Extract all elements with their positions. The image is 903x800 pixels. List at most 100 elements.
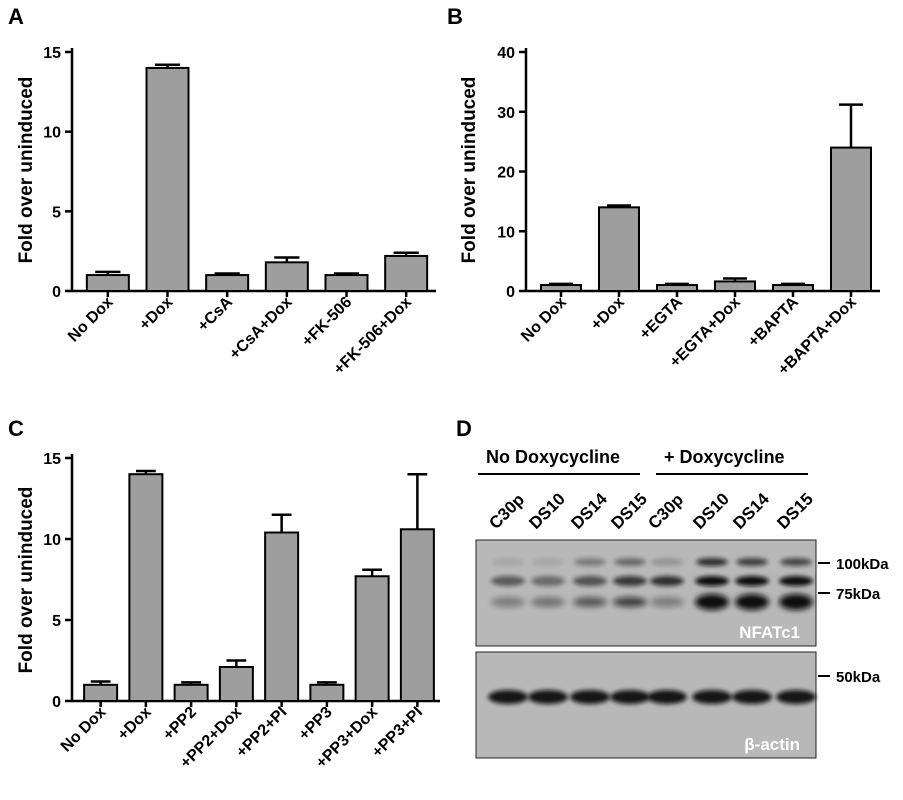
- band-lower: [650, 597, 684, 607]
- band-upper: [491, 576, 525, 586]
- band-upper: [531, 576, 565, 586]
- y-tick-label: 5: [52, 204, 61, 221]
- band-100kda: [736, 558, 768, 566]
- band-lower: [573, 597, 607, 607]
- group-label-dox: + Doxycycline: [664, 447, 785, 467]
- band-beta-actin: [488, 690, 528, 704]
- bar: [714, 280, 756, 293]
- bar: [218, 665, 254, 702]
- beta-actin-label: β-actin: [744, 735, 800, 754]
- x-tick-label: +PP2: [160, 704, 200, 744]
- nfatc1-blot-membrane: [475, 539, 817, 647]
- band-beta-actin: [610, 690, 650, 704]
- bar: [264, 531, 300, 703]
- x-tick-label: No Dox: [58, 704, 110, 756]
- band-beta-actin: [692, 690, 732, 704]
- bar: [354, 575, 390, 703]
- x-tick-label: +Dox: [136, 294, 176, 334]
- bar: [128, 473, 164, 703]
- bar: [85, 274, 130, 293]
- bar: [83, 683, 119, 702]
- lane-label: C30p: [644, 490, 687, 533]
- group-label-no-dox: No Doxycycline: [486, 447, 620, 467]
- y-tick-label: 15: [43, 45, 61, 62]
- y-axis-label-a: Fold over uninduced: [16, 77, 37, 264]
- band-beta-actin: [570, 690, 610, 704]
- band-lower: [613, 597, 647, 607]
- band-lower: [491, 597, 525, 607]
- x-tick-label: +Dox: [115, 704, 155, 744]
- band-upper: [779, 576, 813, 586]
- x-tick-label: No Dox: [65, 294, 117, 346]
- x-tick-label: +CsA: [195, 293, 237, 335]
- band-100kda: [532, 558, 564, 566]
- marker-100kda: 100kDa: [836, 556, 889, 573]
- panel-b-bar-chart: B Fold over uninduced 0 10 20 30 40 No Dox +Do…: [447, 4, 880, 379]
- band-100kda: [574, 558, 606, 566]
- x-tick-label: +CsA+Dox: [226, 294, 295, 363]
- panel-a-bar-chart: A Fold over uninduced 0 5 10 15 No Dox +Dox +C…: [8, 4, 436, 378]
- band-upper: [695, 576, 729, 586]
- lane-label: DS15: [773, 489, 817, 533]
- y-axis-label-c: Fold over uninduced: [16, 487, 37, 674]
- bar: [384, 254, 429, 293]
- lane-label: DS10: [689, 489, 733, 533]
- beta-actin-bands: [488, 690, 816, 704]
- bar: [173, 683, 209, 702]
- lane-label: DS10: [525, 489, 569, 533]
- y-tick-label: 10: [497, 224, 515, 241]
- bar: [540, 284, 582, 292]
- band-100kda: [696, 558, 728, 566]
- marker-75kda: 75kDa: [836, 586, 881, 603]
- y-tick-label: 40: [497, 45, 515, 62]
- panel-label-a: A: [8, 4, 24, 29]
- bar: [598, 206, 640, 293]
- y-tick-label: 0: [506, 284, 515, 301]
- band-100kda: [492, 558, 524, 566]
- band-beta-actin: [528, 690, 568, 704]
- band-upper: [735, 576, 769, 586]
- y-tick-label: 5: [52, 613, 61, 630]
- bar: [772, 284, 814, 292]
- y-tick-label: 15: [43, 451, 61, 468]
- y-tick-label: 10: [43, 125, 61, 142]
- bar: [205, 274, 250, 293]
- panel-label-b: B: [447, 4, 463, 29]
- bar: [264, 261, 309, 293]
- band-beta-actin: [732, 690, 772, 704]
- bar: [309, 683, 345, 702]
- bar: [656, 284, 698, 292]
- x-tick-label: +EGTA: [637, 293, 687, 343]
- band-100kda: [614, 558, 646, 566]
- band-beta-actin: [647, 690, 687, 704]
- nfatc1-bands: [491, 558, 813, 610]
- x-tick-label: No Dox: [518, 294, 570, 346]
- lane-label: DS14: [729, 489, 773, 533]
- bar: [399, 528, 435, 703]
- band-100kda: [780, 558, 812, 566]
- lane-label: C30p: [485, 490, 528, 533]
- y-tick-label: 0: [52, 694, 61, 711]
- panel-d-western-blot: D No Doxycycline + Doxycycline C30pDS10D…: [456, 416, 889, 759]
- y-tick-label: 10: [43, 532, 61, 549]
- lane-label: DS14: [567, 489, 611, 533]
- x-tick-label: +FK-506: [299, 294, 355, 350]
- x-tick-label: +Dox: [588, 294, 628, 334]
- y-tick-label: 20: [497, 165, 515, 182]
- marker-50kda: 50kDa: [836, 669, 881, 686]
- bar: [830, 146, 872, 292]
- panel-label-c: C: [8, 416, 24, 441]
- nfatc1-label: NFATc1: [739, 623, 800, 642]
- bar: [324, 274, 369, 293]
- band-upper: [613, 576, 647, 586]
- panel-label-d: D: [456, 416, 472, 441]
- band-lower: [695, 594, 729, 610]
- band-lower: [779, 594, 813, 610]
- band-lower: [531, 597, 565, 607]
- bar: [145, 66, 190, 292]
- x-tick-label: +PP3: [296, 704, 336, 744]
- band-100kda: [651, 558, 683, 566]
